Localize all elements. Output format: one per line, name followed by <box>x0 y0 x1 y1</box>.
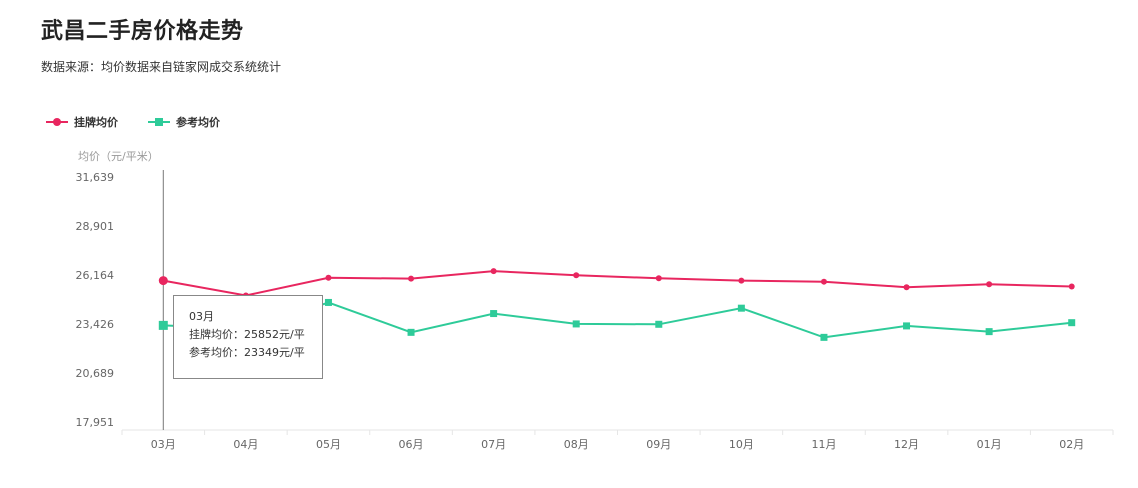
data-point-reference <box>490 310 498 318</box>
y-axis-title: 均价（元/平米） <box>78 150 159 163</box>
tooltip-month: 03月 <box>189 310 214 323</box>
data-point-reference <box>655 320 663 328</box>
data-point-listing <box>408 275 415 282</box>
series-line-listing <box>163 270 1072 297</box>
data-point-reference <box>1068 319 1076 327</box>
legend-label-listing: 挂牌均价 <box>74 116 118 129</box>
data-point-reference <box>985 328 993 336</box>
x-tick-label: 09月 <box>646 438 671 451</box>
legend-label-reference: 参考均价 <box>176 116 220 129</box>
data-point-listing <box>325 274 332 281</box>
x-tick-label: 11月 <box>811 438 836 451</box>
data-point-listing <box>738 277 745 284</box>
y-tick-label: 17,951 <box>76 416 115 429</box>
data-point-listing <box>820 278 827 285</box>
legend-item-listing[interactable]: 挂牌均价 <box>46 114 118 130</box>
y-tick-label: 23,426 <box>76 318 115 331</box>
y-tick-label: 28,901 <box>76 220 115 233</box>
tooltip-listing-price: 挂牌均价：25852元/平 <box>189 328 305 341</box>
chart-subtitle: 数据来源：均价数据来自链家网成交系统统计 <box>41 60 282 74</box>
data-point-listing <box>903 284 910 291</box>
data-point-listing <box>1068 283 1075 290</box>
data-point-listing <box>655 275 662 282</box>
x-tick-label: 07月 <box>481 438 506 451</box>
data-point-reference <box>407 328 415 336</box>
data-point-listing <box>986 281 993 288</box>
data-point-reference <box>737 304 745 312</box>
y-tick-label: 31,639 <box>76 171 115 184</box>
x-tick-label: 03月 <box>151 438 176 451</box>
data-point-reference <box>572 320 580 328</box>
data-point-reference <box>820 333 828 341</box>
data-point-listing <box>158 276 168 286</box>
tooltip-reference-price: 参考均价：23349元/平 <box>189 346 305 359</box>
x-tick-label: 04月 <box>233 438 258 451</box>
x-tick-label: 02月 <box>1059 438 1084 451</box>
data-point-listing <box>573 272 580 279</box>
tooltip: 03月 挂牌均价：25852元/平 参考均价：23349元/平 <box>173 295 323 379</box>
data-point-reference <box>903 322 911 330</box>
legend-swatch-listing <box>46 118 68 126</box>
x-tick-label: 10月 <box>729 438 754 451</box>
x-tick-label: 06月 <box>399 438 424 451</box>
y-tick-label: 26,164 <box>76 269 115 282</box>
x-tick-label: 12月 <box>894 438 919 451</box>
x-tick-label: 05月 <box>316 438 341 451</box>
y-tick-label: 20,689 <box>76 367 115 380</box>
data-point-reference <box>324 298 332 306</box>
legend-item-reference[interactable]: 参考均价 <box>148 114 220 130</box>
legend-swatch-reference <box>148 118 170 126</box>
x-tick-label: 01月 <box>977 438 1002 451</box>
legend: 挂牌均价 参考均价 <box>46 114 220 130</box>
data-point-listing <box>490 268 497 275</box>
chart-title: 武昌二手房价格走势 <box>41 19 244 44</box>
data-point-reference <box>158 320 168 330</box>
x-tick-label: 08月 <box>564 438 589 451</box>
